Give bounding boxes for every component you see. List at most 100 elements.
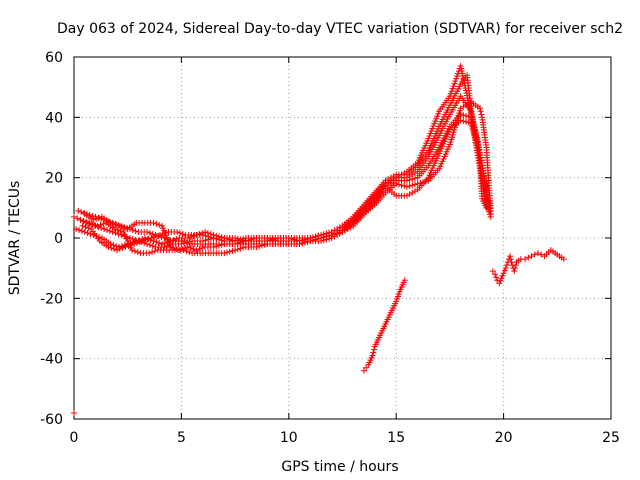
data-point <box>454 73 461 80</box>
data-point <box>176 247 183 254</box>
data-point <box>158 244 165 251</box>
data-point <box>156 221 163 228</box>
data-point <box>370 349 377 356</box>
data-point <box>398 182 405 189</box>
data-point <box>179 230 186 237</box>
data-point <box>85 224 92 231</box>
data-point <box>450 83 457 90</box>
data-point <box>409 182 416 189</box>
data-point <box>420 179 427 186</box>
data-point <box>401 170 408 177</box>
x-tick-label: 15 <box>387 430 405 446</box>
data-point <box>76 226 83 233</box>
data-point <box>456 83 463 90</box>
data-point <box>187 245 194 252</box>
data-point <box>396 288 403 295</box>
data-point <box>522 256 529 263</box>
data-point <box>78 208 85 215</box>
data-point <box>130 239 137 246</box>
data-point <box>79 222 86 229</box>
data-point <box>323 230 330 237</box>
data-point <box>423 155 430 162</box>
data-point <box>183 248 190 255</box>
data-point <box>151 248 158 255</box>
data-point <box>161 240 168 247</box>
data-point <box>117 227 124 234</box>
data-point <box>156 240 163 247</box>
data-point <box>154 232 161 239</box>
data-point <box>199 229 206 236</box>
data-point <box>496 280 503 287</box>
data-point <box>323 236 330 243</box>
data-point <box>90 231 97 238</box>
data-point <box>511 268 518 275</box>
x-tick-label: 0 <box>70 430 79 446</box>
data-point <box>237 236 244 243</box>
data-point <box>146 229 153 236</box>
data-point <box>100 220 107 227</box>
data-point <box>84 229 91 236</box>
data-point <box>326 235 333 242</box>
data-point <box>78 227 85 234</box>
data-point <box>111 246 118 253</box>
data-point <box>487 205 494 212</box>
data-point <box>391 190 398 197</box>
data-point <box>151 233 158 240</box>
data-point <box>380 191 387 198</box>
data-point <box>173 246 180 253</box>
data-point <box>118 231 125 238</box>
data-point <box>110 242 117 249</box>
data-point <box>445 143 452 150</box>
data-point <box>187 233 194 240</box>
data-point <box>96 233 103 240</box>
data-point <box>447 90 454 97</box>
data-point <box>105 218 112 225</box>
data-point <box>409 176 416 183</box>
data-point <box>494 277 501 284</box>
data-point <box>131 248 138 255</box>
data-point <box>171 228 178 235</box>
data-point <box>196 230 203 237</box>
data-point <box>147 219 154 226</box>
data-point <box>234 246 241 253</box>
data-point <box>422 178 429 185</box>
data-point <box>390 176 397 183</box>
data-point <box>190 246 197 253</box>
data-point <box>449 85 456 92</box>
data-point <box>71 409 77 416</box>
data-point <box>474 103 481 110</box>
data-point <box>492 271 499 278</box>
data-point <box>417 179 424 186</box>
data-point <box>379 327 386 334</box>
data-point <box>215 233 222 240</box>
data-point <box>118 243 125 250</box>
data-point <box>170 237 177 244</box>
data-point <box>127 240 134 247</box>
data-point <box>121 224 128 231</box>
data-point <box>232 247 239 254</box>
data-point <box>493 274 500 281</box>
data-point <box>456 107 463 114</box>
data-point <box>291 236 298 243</box>
data-point <box>237 245 244 252</box>
data-point <box>515 257 522 264</box>
data-point <box>149 249 156 256</box>
data-point <box>411 175 418 182</box>
data-point <box>156 231 163 238</box>
y-tick-label: 0 <box>54 231 63 247</box>
data-point <box>406 191 413 198</box>
data-point <box>240 244 247 251</box>
data-point <box>318 231 325 238</box>
data-point <box>116 222 123 229</box>
data-point <box>460 118 467 125</box>
data-point <box>77 216 84 223</box>
data-point <box>501 267 508 274</box>
data-point <box>392 300 399 307</box>
data-point <box>213 232 220 239</box>
data-point <box>363 364 370 371</box>
data-point <box>558 254 565 261</box>
data-point <box>106 227 113 234</box>
data-point <box>115 230 122 237</box>
data-point <box>393 174 400 181</box>
data-point <box>331 227 338 234</box>
